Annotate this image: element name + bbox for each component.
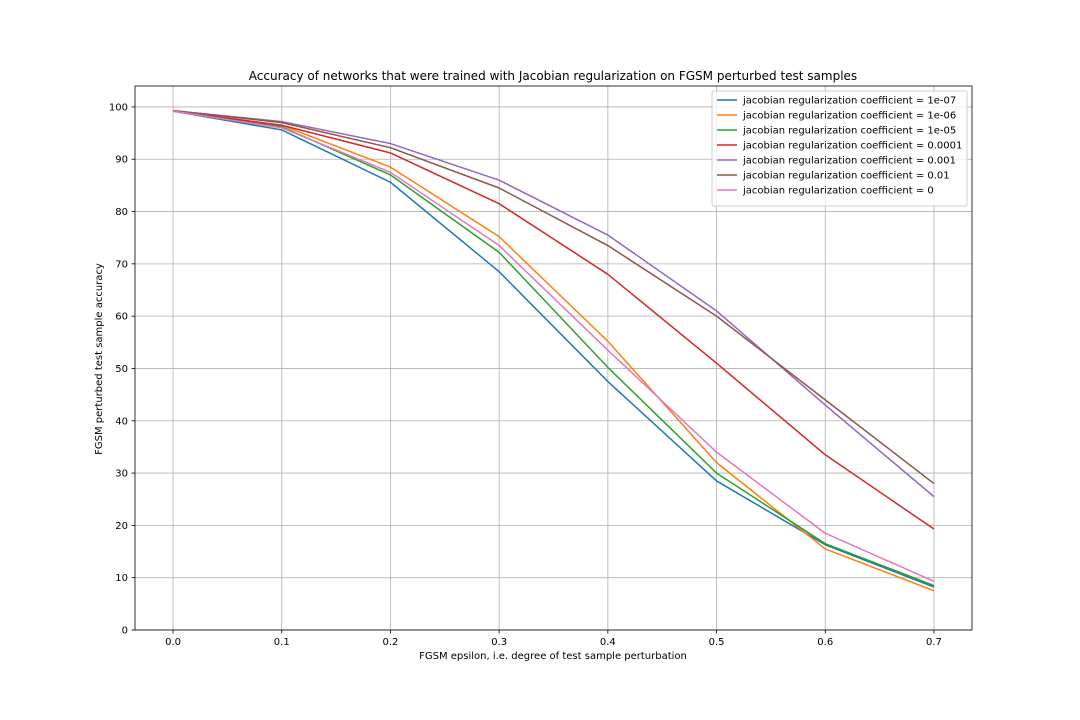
chart-title: Accuracy of networks that were trained w… (249, 69, 857, 83)
legend-label-1: jacobian regularization coefficient = 1e… (742, 111, 956, 122)
y-tick-label: 40 (115, 416, 128, 427)
plot-frame (134, 85, 973, 631)
legend: jacobian regularization coefficient = 1e… (711, 90, 968, 207)
series-line-3 (172, 110, 935, 530)
series-line-4 (172, 109, 935, 498)
y-tick-label: 20 (115, 521, 128, 532)
y-tick-label: 60 (115, 312, 128, 323)
x-tick-label: 0.0 (165, 637, 181, 648)
legend-label-5: jacobian regularization coefficient = 0.… (742, 171, 950, 182)
x-axis-title: FGSM epsilon, i.e. degree of test sample… (419, 651, 687, 662)
x-tick-label: 0.4 (600, 637, 616, 648)
axis-ticks: 0.0 0.1 0.2 0.3 0.4 0.5 0.6 0.7 0 10 20 30 40 50 60 70 8… (109, 102, 942, 648)
series-line-6 (172, 110, 935, 583)
y-tick-label: 90 (115, 155, 128, 166)
y-tick-label: 50 (115, 364, 128, 375)
x-tick-label: 0.1 (274, 637, 290, 648)
y-tick-label: 100 (109, 102, 128, 113)
legend-label-4: jacobian regularization coefficient = 0.… (742, 156, 956, 167)
y-tick-label: 70 (115, 259, 128, 270)
legend-box (711, 90, 968, 207)
x-tick-label: 0.6 (817, 637, 833, 648)
series-line-5 (172, 109, 935, 485)
y-tick-label: 0 (122, 626, 128, 637)
y-tick-label: 10 (115, 573, 128, 584)
x-tick-label: 0.5 (709, 637, 725, 648)
x-tick-label: 0.3 (491, 637, 507, 648)
x-tick-label: 0.2 (382, 637, 398, 648)
series-line-1 (172, 110, 935, 592)
series-lines (172, 109, 935, 592)
legend-label-6: jacobian regularization coefficient = 0 (742, 186, 934, 197)
legend-label-2: jacobian regularization coefficient = 1e… (742, 126, 956, 137)
legend-label-0: jacobian regularization coefficient = 1e… (742, 96, 956, 107)
y-axis-title: FGSM perturbed test sample accuracy (94, 263, 105, 455)
y-tick-label: 30 (115, 469, 128, 480)
legend-label-3: jacobian regularization coefficient = 0.… (742, 141, 962, 152)
x-tick-label: 0.7 (926, 637, 942, 648)
y-tick-label: 80 (115, 207, 128, 218)
